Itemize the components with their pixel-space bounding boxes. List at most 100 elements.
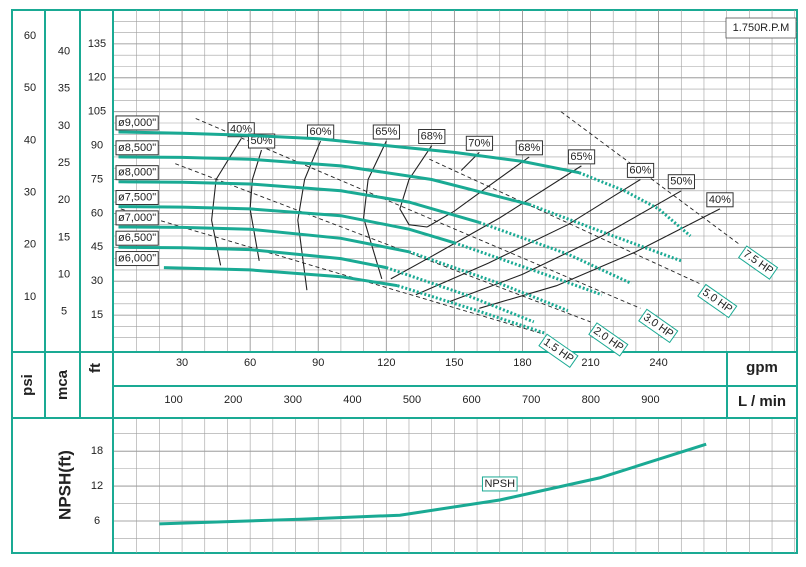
efficiency-label-box [626,162,655,178]
impeller-curve [118,180,480,224]
y2-tick-label: 10 [24,291,36,303]
efficiency-label: 68% [421,131,443,143]
y3-tick-label: 15 [58,231,70,243]
npsh-label-box [481,476,518,492]
impeller-label-box [115,115,159,131]
impeller-label-box [115,210,159,226]
power-label-box [538,333,579,368]
impeller-curve-extension [478,220,633,285]
y-tick-label: 60 [91,207,103,219]
x2-tick-label: 900 [641,394,659,406]
efficiency-curve [426,156,530,228]
efficiency-label: 50% [250,135,272,147]
impeller-curve [118,205,455,245]
impeller-label: ø6,500" [118,232,156,244]
x-tick-label: 150 [445,357,463,369]
efficiency-label-box [465,135,494,151]
power-line [120,208,541,334]
efficiency-label: 68% [518,142,540,154]
y2-tick-label: 50 [24,82,36,94]
efficiency-curve [449,190,682,303]
power-label-box [588,322,629,357]
efficiency-curve [390,165,582,280]
x-tick-label: 210 [581,357,599,369]
x-tick-label: 240 [649,357,667,369]
impeller-curve [118,155,530,206]
impeller-curve-extension [528,202,682,263]
impeller-curve-extension [408,250,569,312]
axis-title: L / min [738,393,786,410]
x2-tick-label: 700 [522,394,540,406]
x-tick-label: 120 [377,357,395,369]
y-tick-label: 12 [91,480,103,492]
impeller-label: ø7,000" [118,212,156,224]
x2-tick-label: 300 [284,394,302,406]
power-label-box [697,283,738,319]
efficiency-label: 40% [709,194,731,206]
impeller-curve [118,130,580,175]
y-tick-label: 30 [91,275,103,287]
impeller-curve-extension [385,266,535,324]
y2-tick-label: 30 [24,186,36,198]
impeller-label-box [115,190,159,206]
impeller-label-box [115,140,159,156]
efficiency-label-box [418,129,446,145]
y3-tick-label: 20 [58,194,70,206]
efficiency-label: 50% [670,176,692,188]
axis-title: mca [54,369,71,400]
x2-tick-label: 100 [164,394,182,406]
impeller-curve-extension [578,171,692,238]
axis-title: NPSH(ft) [55,450,74,520]
x-tick-label: 30 [176,357,188,369]
impeller-curve [118,225,410,254]
efficiency-label-box [372,124,401,140]
y-tick-label: 105 [88,106,106,118]
power-label-box [638,308,679,344]
y3-tick-label: 30 [58,120,70,132]
y3-tick-label: 40 [58,46,70,58]
y-tick-label: 135 [88,38,106,50]
impeller-curve-extension [453,241,603,297]
y-tick-label: 75 [91,173,103,185]
y-tick-label: 15 [91,309,103,321]
y-tick-label: 6 [94,515,100,527]
axis-title: gpm [746,359,778,376]
power-line [429,158,700,284]
efficiency-curve [363,140,387,280]
grid [114,10,797,553]
efficiency-curve [415,179,641,296]
impeller-curve [118,245,387,270]
y2-tick-label: 40 [24,134,36,146]
x2-tick-label: 600 [462,394,480,406]
efficiency-label: 65% [570,151,592,163]
npsh-label: NPSH [484,478,515,490]
efficiency-label: 65% [375,126,397,138]
npsh-curve [159,442,707,526]
efficiency-label-box [706,192,734,208]
efficiency-label-box [227,122,255,138]
power-label-box [737,245,779,280]
x-tick-label: 90 [312,357,324,369]
speed-box [725,17,797,39]
impeller-label: ø8,000" [118,167,156,179]
y3-tick-label: 35 [58,83,70,95]
efficiency-label: 60% [309,126,331,138]
efficiency-label-box [567,149,596,165]
efficiency-label-box [667,174,695,190]
impeller-label: ø9,000" [118,117,156,129]
efficiency-label: 60% [629,164,651,176]
impeller-label-box [115,165,159,181]
efficiency-label-box [515,140,543,156]
efficiency-curve [249,149,263,261]
x2-tick-label: 800 [582,394,600,406]
impeller-label: ø6,000" [118,253,156,265]
y-tick-label: 45 [91,241,103,253]
impeller-label: ø7,500" [118,192,156,204]
y3-tick-label: 5 [61,306,67,318]
x-tick-label: 60 [244,357,256,369]
impeller-label: ø8,500" [118,142,156,154]
y2-tick-label: 60 [24,30,36,42]
axis-title: ft [87,363,104,373]
impeller-label-box [115,251,159,267]
y2-tick-label: 20 [24,239,36,251]
